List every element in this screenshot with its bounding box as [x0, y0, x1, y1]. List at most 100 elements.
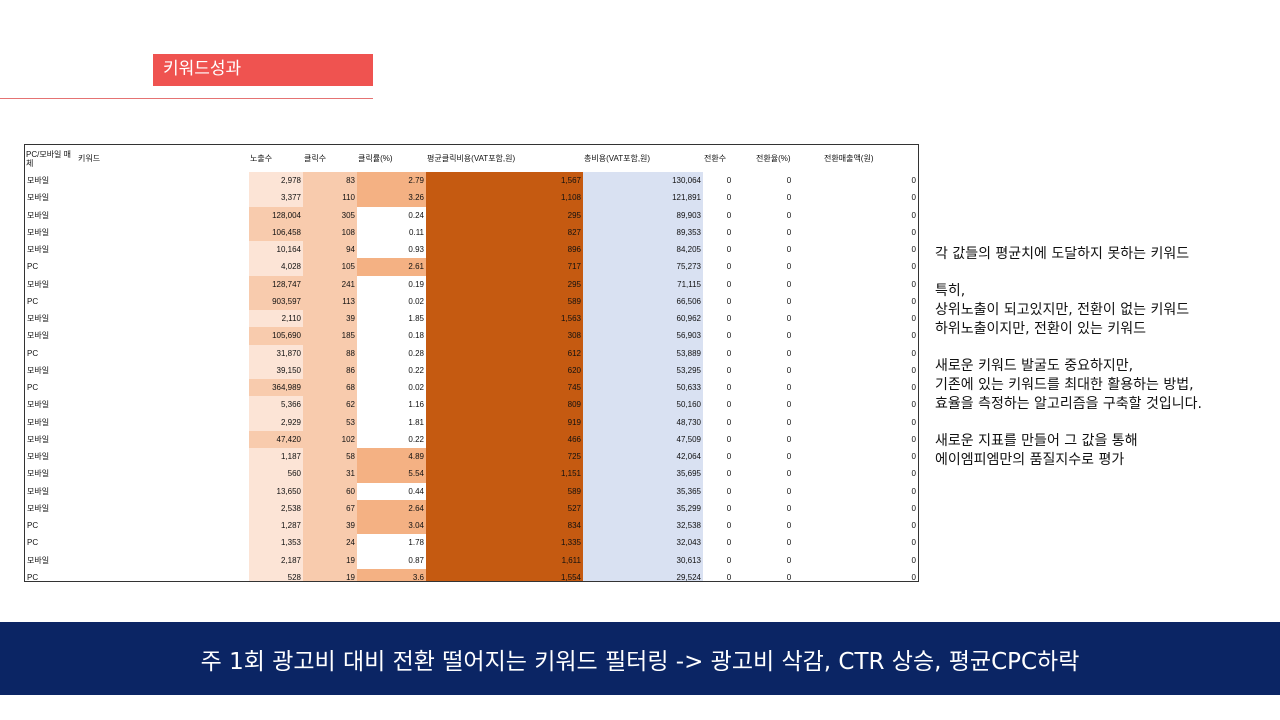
cell-keyword	[77, 431, 249, 448]
side-notes: 각 값들의 평균치에 도달하지 못하는 키워드 특히, 상위노출이 되고있지만, …	[935, 245, 1275, 488]
title-divider	[0, 98, 373, 99]
cell-impressions: 128,747	[249, 275, 303, 293]
col-header-conv-revenue: 전환매출액(원)	[824, 154, 874, 163]
cell-clicks: 53	[303, 413, 357, 431]
cell-clicks: 83	[303, 172, 357, 190]
cell-ctr: 1.81	[408, 417, 424, 427]
cell-ctr: 1.85	[408, 314, 424, 324]
cell-clicks: 94	[303, 241, 357, 259]
table-row: PC 364,989 68 0.02 745 50,633 0 0 0	[25, 379, 918, 397]
cell-ctr: 0.93	[408, 245, 424, 255]
cell-keyword	[77, 414, 249, 431]
cell-total-cost: 50,160	[583, 396, 703, 414]
cell-total-cost: 84,205	[583, 241, 703, 259]
cell-conversions: 0	[726, 572, 732, 582]
cell-conv-revenue: 0	[911, 296, 916, 306]
cell-total-cost: 75,273	[583, 258, 703, 276]
cell-conv-rate: 0	[786, 262, 792, 272]
table-header-row: PC/모바일 매체 키워드 노출수 클릭수 클릭률(%) 평균클릭비용(VAT포…	[25, 145, 918, 172]
cell-impressions: 47,420	[249, 430, 303, 448]
col-header-total-cost: 총비용(VAT포함,원)	[584, 154, 651, 163]
note-line: 상위노출이 되고있지만, 전환이 없는 키워드	[935, 302, 1190, 318]
cell-conv-revenue: 0	[911, 210, 916, 220]
cell-conversions: 0	[726, 486, 732, 496]
cell-avg-cpc: 1,563	[426, 310, 583, 328]
cell-clicks: 62	[303, 396, 357, 414]
cell-avg-cpc: 620	[426, 361, 583, 379]
table-row: PC 528 19 3.6 1,554 29,524 0 0 0	[25, 568, 918, 582]
cell-conv-revenue: 0	[911, 365, 916, 375]
cell-keyword	[77, 448, 249, 465]
cell-total-cost: 89,353	[583, 223, 703, 241]
cell-device: PC	[27, 348, 39, 358]
cell-keyword	[77, 224, 249, 241]
cell-conv-revenue: 0	[911, 503, 916, 513]
table-row: 모바일 10,164 94 0.93 896 84,205 0 0 0	[25, 241, 918, 259]
table-row: 모바일 3,377 110 3.26 1,108 121,891 0 0 0	[25, 189, 918, 207]
cell-keyword	[77, 569, 249, 581]
cell-impressions: 5,366	[249, 396, 303, 414]
cell-avg-cpc: 589	[426, 482, 583, 500]
cell-impressions: 1,287	[249, 517, 303, 535]
cell-clicks: 68	[303, 379, 357, 397]
cell-impressions: 528	[249, 568, 303, 581]
cell-ctr: 2.61	[357, 258, 426, 276]
cell-conv-rate: 0	[786, 503, 792, 513]
cell-avg-cpc: 834	[426, 517, 583, 535]
cell-conversions: 0	[726, 452, 732, 462]
cell-keyword	[77, 310, 249, 327]
cell-device: 모바일	[27, 486, 50, 496]
cell-total-cost: 53,295	[583, 361, 703, 379]
cell-keyword	[77, 396, 249, 413]
cell-total-cost: 50,633	[583, 379, 703, 397]
cell-clicks: 241	[303, 275, 357, 293]
cell-total-cost: 47,509	[583, 430, 703, 448]
table-row: 모바일 2,110 39 1.85 1,563 60,962 0 0 0	[25, 310, 918, 328]
cell-keyword	[77, 362, 249, 379]
summary-banner: 주 1회 광고비 대비 전환 떨어지는 키워드 필터링 -> 광고비 삭감, C…	[0, 622, 1280, 695]
cell-clicks: 105	[303, 258, 357, 276]
note-paragraph-3: 새로운 키워드 발굴도 중요하지만, 기존에 있는 키워드를 최대한 활용하는 방…	[935, 357, 1275, 414]
cell-total-cost: 121,891	[583, 189, 703, 207]
cell-impressions: 3,377	[249, 189, 303, 207]
cell-impressions: 1,353	[249, 534, 303, 552]
cell-keyword	[77, 207, 249, 224]
cell-ctr: 2.79	[357, 172, 426, 190]
cell-conversions: 0	[726, 210, 732, 220]
cell-device: 모바일	[27, 417, 50, 427]
cell-avg-cpc: 589	[426, 292, 583, 310]
cell-clicks: 305	[303, 206, 357, 224]
cell-impressions: 4,028	[249, 258, 303, 276]
cell-impressions: 13,650	[249, 482, 303, 500]
cell-conv-revenue: 0	[911, 314, 916, 324]
cell-device: 모바일	[27, 245, 50, 255]
col-header-clicks: 클릭수	[304, 154, 327, 163]
table-body: 모바일 2,978 83 2.79 1,567 130,064 0 0 0 모바일 3,377 110…	[25, 172, 918, 582]
table-row: 모바일 128,747 241 0.19 295 71,115 0 0 0	[25, 275, 918, 293]
cell-avg-cpc: 308	[426, 327, 583, 345]
cell-conv-rate: 0	[786, 176, 792, 186]
cell-avg-cpc: 1,108	[426, 189, 583, 207]
cell-total-cost: 130,064	[583, 172, 703, 190]
keyword-performance-table: PC/모바일 매체 키워드 노출수 클릭수 클릭률(%) 평균클릭비용(VAT포…	[24, 144, 919, 582]
cell-device: PC	[27, 538, 39, 548]
cell-impressions: 2,110	[249, 310, 303, 328]
cell-device: 모바일	[27, 227, 50, 237]
cell-conversions: 0	[726, 400, 732, 410]
table-row: 모바일 13,650 60 0.44 589 35,365 0 0 0	[25, 482, 918, 500]
cell-conv-revenue: 0	[911, 469, 916, 479]
cell-avg-cpc: 809	[426, 396, 583, 414]
cell-impressions: 560	[249, 465, 303, 483]
note-line: 하위노출이지만, 전환이 있는 키워드	[935, 321, 1146, 337]
cell-ctr: 3.04	[357, 517, 426, 535]
cell-conv-revenue: 0	[911, 279, 916, 289]
cell-keyword	[77, 552, 249, 569]
cell-keyword	[77, 500, 249, 517]
cell-conversions: 0	[726, 348, 732, 358]
cell-total-cost: 53,889	[583, 344, 703, 362]
cell-ctr: 4.89	[357, 448, 426, 466]
cell-conv-revenue: 0	[911, 538, 916, 548]
cell-conversions: 0	[726, 538, 732, 548]
cell-device: 모바일	[27, 210, 50, 220]
cell-ctr: 0.19	[408, 279, 424, 289]
